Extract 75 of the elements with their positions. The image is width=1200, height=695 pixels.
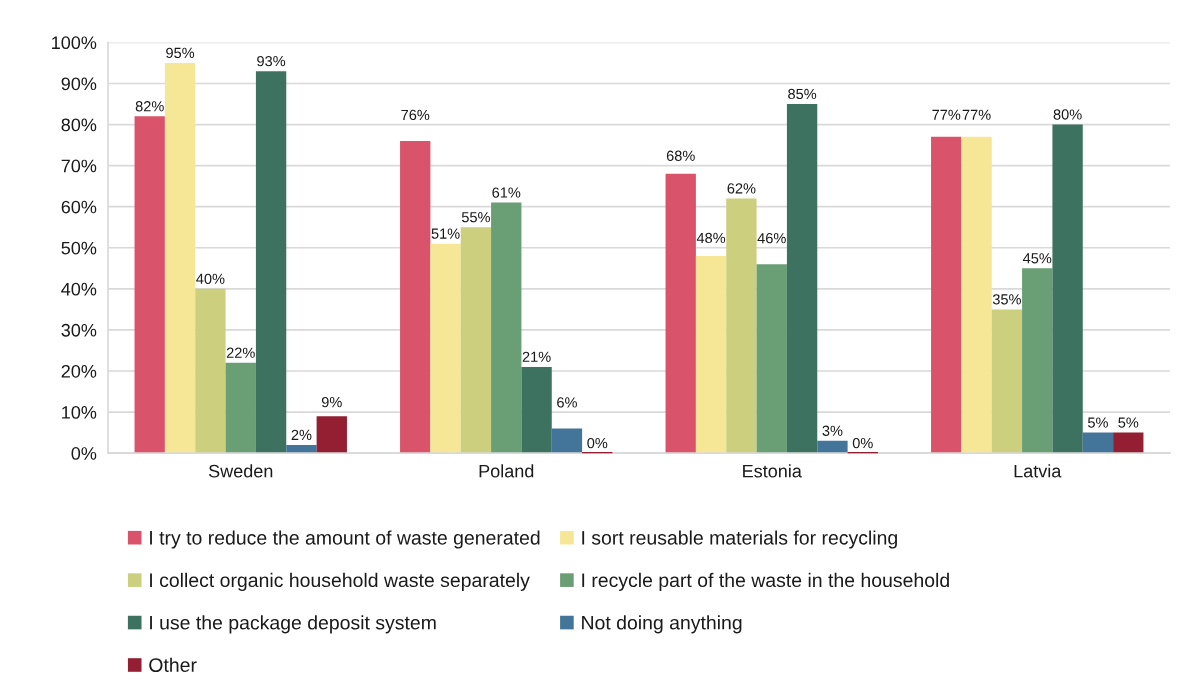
- y-tick-label: 20%: [61, 364, 97, 378]
- x-tick-label: Sweden: [208, 464, 273, 478]
- data-label: 77%: [962, 109, 991, 120]
- bar: [665, 173, 696, 454]
- bar: [1082, 432, 1114, 454]
- legend-label: I try to reduce the amount of waste generated: [150, 530, 540, 549]
- bar: [164, 62, 196, 454]
- data-label: 55%: [461, 212, 490, 223]
- y-tick-label: 70%: [61, 159, 97, 173]
- data-label: 95%: [166, 47, 195, 59]
- data-label: 82%: [135, 101, 164, 112]
- data-label: 62%: [727, 183, 756, 194]
- data-label: 5%: [1118, 417, 1139, 428]
- data-label: 80%: [1053, 109, 1082, 120]
- bar: [726, 198, 757, 454]
- bar: [225, 362, 256, 454]
- y-tick-label: 90%: [61, 77, 97, 91]
- data-label: 93%: [257, 55, 286, 67]
- bar: [255, 71, 287, 454]
- data-label: 61%: [492, 187, 521, 198]
- data-label: 0%: [587, 437, 608, 449]
- bar: [991, 309, 1023, 454]
- bar: [134, 116, 165, 454]
- bar: [195, 288, 226, 454]
- x-tick-label: Poland: [479, 464, 534, 478]
- y-tick-label: 80%: [61, 118, 97, 132]
- legend-label: I sort reusable materials for recycling: [582, 530, 897, 549]
- x-tick-label: Latvia: [1014, 464, 1062, 478]
- data-label: 3%: [822, 425, 843, 436]
- bar: [521, 366, 552, 454]
- bar: [961, 136, 992, 454]
- data-label: 48%: [696, 232, 726, 244]
- data-label: 6%: [557, 397, 577, 408]
- y-tick-label: 40%: [61, 282, 97, 296]
- data-label: 40%: [196, 273, 225, 284]
- data-label: 2%: [291, 429, 312, 440]
- bar: [756, 264, 787, 454]
- y-tick-label: 10%: [62, 406, 97, 419]
- data-label: 68%: [666, 150, 695, 161]
- data-label: 76%: [401, 109, 430, 121]
- bar: [400, 140, 431, 454]
- data-label: 85%: [788, 88, 817, 100]
- legend-label: Not doing anything: [582, 615, 742, 634]
- data-label: 21%: [522, 351, 551, 362]
- bar: [1022, 268, 1053, 454]
- data-label: 45%: [1022, 253, 1052, 264]
- bar: [817, 440, 848, 454]
- data-label: 0%: [852, 437, 873, 449]
- legend-label: I recycle part of the waste in the household: [582, 572, 949, 591]
- bar: [931, 136, 962, 454]
- bar: [316, 416, 347, 454]
- bar: [786, 104, 818, 454]
- legend-label: I collect organic household waste separately: [150, 572, 530, 591]
- data-label: 9%: [321, 396, 342, 408]
- bar: [695, 255, 727, 454]
- data-label: 46%: [757, 232, 786, 244]
- data-label: 5%: [1087, 417, 1108, 428]
- legend-label: I use the package deposit system: [150, 615, 436, 634]
- legend-label: Other: [149, 657, 197, 672]
- bar: [430, 243, 461, 454]
- bar: [460, 227, 492, 454]
- data-label: 51%: [431, 228, 460, 239]
- data-label: 77%: [932, 109, 961, 120]
- y-tick-label: 100%: [52, 36, 97, 50]
- y-tick-label: 0%: [71, 447, 97, 460]
- data-label: 35%: [992, 294, 1021, 305]
- y-tick-label: 50%: [61, 241, 97, 255]
- bar: [1113, 432, 1144, 454]
- bar: [1052, 124, 1083, 454]
- x-tick-label: Estonia: [743, 464, 802, 478]
- y-tick-label: 30%: [61, 323, 97, 337]
- data-label: 22%: [226, 347, 255, 358]
- bar: [551, 428, 583, 454]
- bar: [491, 202, 522, 454]
- y-tick-label: 60%: [61, 200, 97, 214]
